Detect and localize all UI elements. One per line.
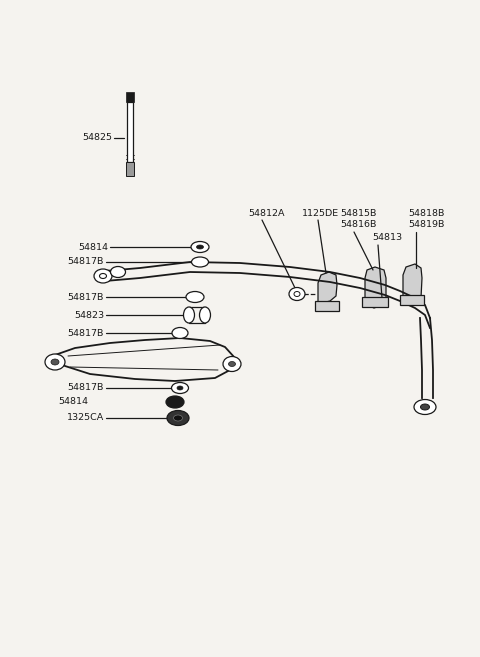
Text: 54817B: 54817B [68,292,104,302]
Ellipse shape [289,288,305,300]
Ellipse shape [171,382,189,394]
Bar [126,162,134,176]
Text: 54818B: 54818B [408,209,444,218]
Bar [400,295,424,305]
Ellipse shape [191,242,209,252]
Ellipse shape [173,415,182,421]
Ellipse shape [172,327,188,338]
Bar [126,92,134,102]
Text: 54819B: 54819B [408,220,444,229]
Text: 1325CA: 1325CA [67,413,104,422]
Ellipse shape [51,359,59,365]
Ellipse shape [186,292,204,302]
Ellipse shape [223,357,241,371]
Ellipse shape [414,399,436,415]
Ellipse shape [110,267,125,277]
Bar [315,301,339,311]
Ellipse shape [45,354,65,370]
Text: 54825: 54825 [82,133,112,143]
Text: 54817B: 54817B [68,384,104,392]
Text: 54814: 54814 [78,242,108,252]
Ellipse shape [99,273,107,279]
Text: 54813: 54813 [372,233,402,242]
Text: 54814: 54814 [58,397,88,407]
Polygon shape [318,272,337,303]
Ellipse shape [200,307,211,323]
Ellipse shape [183,307,194,323]
Text: 54812A: 54812A [248,209,285,218]
Text: 54823: 54823 [74,311,104,319]
Ellipse shape [228,361,236,367]
Text: 54815B: 54815B [340,209,376,218]
Polygon shape [365,267,386,308]
Ellipse shape [166,396,184,408]
Bar [362,297,388,307]
Polygon shape [403,264,422,304]
Text: 54817B: 54817B [68,328,104,338]
Text: 54817B: 54817B [68,258,104,267]
Ellipse shape [196,245,204,249]
Text: 54816B: 54816B [340,220,376,229]
Ellipse shape [192,257,208,267]
Text: 1125DE: 1125DE [302,209,339,218]
Ellipse shape [94,269,112,283]
Bar [127,102,133,162]
Ellipse shape [167,411,189,426]
Ellipse shape [420,404,430,410]
Ellipse shape [294,292,300,296]
Ellipse shape [177,386,183,390]
